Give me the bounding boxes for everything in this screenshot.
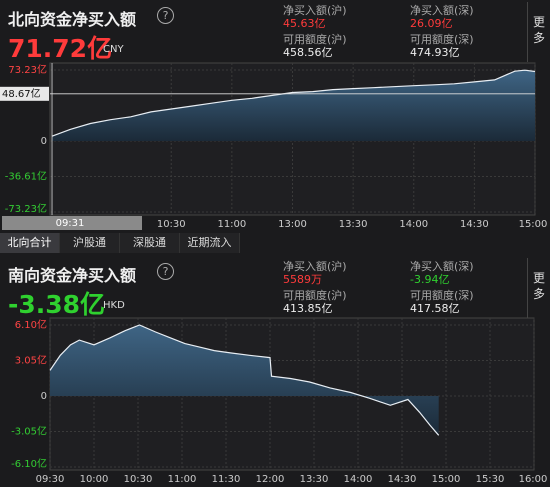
cursor-time-label: 09:31 [56, 218, 85, 229]
x-tick-label: 15:00 [519, 219, 548, 230]
x-tick-label: 10:30 [157, 219, 186, 230]
tab[interactable]: 近期流入 [180, 233, 240, 253]
cursor-time-box [2, 216, 142, 230]
x-tick-label: 14:00 [399, 219, 428, 230]
y-tick-label: -3.05亿 [11, 425, 47, 438]
x-tick-label: 13:00 [278, 219, 307, 230]
stat-label: 净买入额(深) [410, 4, 474, 17]
stat-label: 净买入额(深) [410, 260, 474, 273]
y-tick-label: -36.61亿 [5, 169, 47, 182]
x-tick-label: 11:30 [212, 474, 241, 485]
stat-label: 可用额度(深) [410, 33, 474, 46]
y-tick-label: 3.05亿 [15, 354, 47, 367]
currency: CNY [103, 44, 124, 55]
tab[interactable]: 沪股通 [60, 233, 120, 253]
x-tick-label: 15:30 [476, 474, 505, 485]
x-tick-label: 09:30 [36, 474, 65, 485]
stat-value: 458.56亿 [283, 46, 333, 59]
x-tick-label: 12:00 [256, 474, 285, 485]
x-tick-label: 11:00 [217, 219, 246, 230]
x-tick-label: 14:00 [344, 474, 373, 485]
tab[interactable]: 深股通 [120, 233, 180, 253]
stat-value: 45.63亿 [283, 17, 326, 30]
stat-label: 可用额度(沪) [283, 289, 347, 302]
x-tick-label: 13:30 [300, 474, 329, 485]
x-tick-label: 15:00 [432, 474, 461, 485]
stat-label: 可用额度(深) [410, 289, 474, 302]
x-tick-label: 14:30 [388, 474, 417, 485]
y-tick-label: -73.23亿 [5, 202, 47, 215]
tab[interactable]: 北向合计 [0, 233, 60, 253]
x-tick-label: 10:00 [80, 474, 109, 485]
currency: HKD [103, 300, 125, 311]
stat-label: 可用额度(沪) [283, 33, 347, 46]
x-tick-label: 16:00 [519, 474, 548, 485]
stat-value: 5589万 [283, 273, 322, 286]
y-tick-label: 73.23亿 [8, 63, 47, 76]
y-tick-label: 0 [41, 136, 47, 147]
net-amount: 71.72亿 [8, 34, 113, 63]
cursor-value-box [0, 86, 49, 101]
more-button[interactable]: 更多 [527, 2, 550, 62]
y-tick-label: 0 [41, 391, 47, 402]
stat-label: 净买入额(沪) [283, 260, 347, 273]
stat-label: 净买入额(沪) [283, 4, 347, 17]
stat-value: 417.58亿 [410, 302, 460, 315]
panel-title: 北向资金净买入额 [8, 10, 137, 29]
net-amount: -3.38亿 [8, 290, 106, 319]
panel-title: 南向资金净买入额 [8, 266, 137, 285]
x-tick-label: 10:30 [124, 474, 153, 485]
x-tick-label: 14:30 [460, 219, 489, 230]
stat-value: -3.94亿 [410, 273, 450, 286]
cursor-value-label: 48.67亿 [2, 87, 41, 100]
stat-value: 474.93亿 [410, 46, 460, 59]
stat-value: 26.09亿 [410, 17, 453, 30]
line [49, 324, 440, 436]
stat-value: 413.85亿 [283, 302, 333, 315]
help-icon[interactable]: ? [157, 7, 174, 24]
x-tick-label: 11:00 [168, 474, 197, 485]
more-button[interactable]: 更多 [527, 258, 550, 318]
line [51, 69, 536, 137]
y-tick-label: 6.10亿 [15, 318, 47, 331]
area-fill [50, 325, 439, 436]
x-tick-label: 13:30 [339, 219, 368, 230]
help-icon[interactable]: ? [157, 263, 174, 280]
y-tick-label: -6.10亿 [11, 457, 47, 470]
area-fill [52, 70, 535, 141]
